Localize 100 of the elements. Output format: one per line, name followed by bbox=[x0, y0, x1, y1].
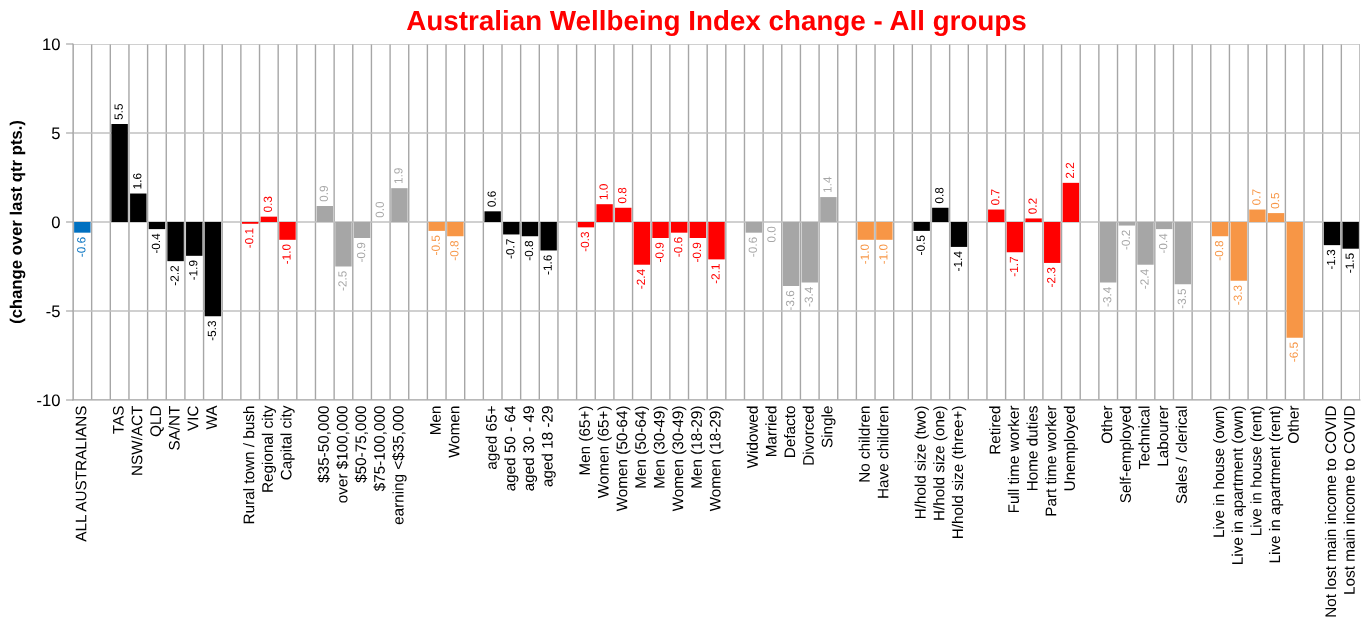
y-tick-label: -10 bbox=[37, 394, 60, 407]
data-label: -3.4 bbox=[1103, 287, 1112, 307]
bar bbox=[876, 222, 893, 240]
y-tick-label: 10 bbox=[43, 38, 60, 51]
x-tick-label: $75-100,000 bbox=[373, 406, 387, 492]
data-label: -0.5 bbox=[916, 235, 925, 255]
data-label: -0.6 bbox=[77, 237, 86, 257]
x-tick-label: Part time worker bbox=[1045, 405, 1057, 516]
bar bbox=[1323, 222, 1341, 246]
data-label: -0.2 bbox=[1121, 230, 1131, 250]
data-label: -0.7 bbox=[506, 239, 515, 259]
x-tick-label: Regional city bbox=[261, 405, 276, 492]
data-label: -5.3 bbox=[207, 321, 217, 341]
data-label: -0.8 bbox=[450, 240, 459, 261]
data-label: 0.7 bbox=[991, 189, 1000, 205]
bar bbox=[484, 211, 501, 222]
bar bbox=[577, 222, 595, 228]
x-tick-label: Men (30-49) bbox=[653, 406, 668, 488]
data-label: -1.3 bbox=[1326, 249, 1336, 270]
x-tick-label: Live in apartment (rent) bbox=[1268, 406, 1284, 563]
bar bbox=[148, 222, 166, 230]
x-tick-label: aged 18 -29 bbox=[541, 406, 556, 487]
x-tick-label: Retired bbox=[989, 406, 1001, 454]
x-tick-label: over $100,000 bbox=[336, 406, 350, 503]
data-label: -0.9 bbox=[655, 242, 664, 262]
data-label: -1.0 bbox=[879, 244, 888, 264]
data-label: -1.4 bbox=[953, 251, 963, 271]
x-tick-label: ALL AUSTRALIANS bbox=[75, 406, 87, 542]
data-label: 0.6 bbox=[487, 191, 496, 207]
x-tick-label: QLD bbox=[150, 406, 164, 437]
y-tick-label: 5 bbox=[51, 127, 60, 140]
x-tick-label: Live in house (own) bbox=[1212, 406, 1228, 537]
x-tick-label: Sales / clerical bbox=[1175, 406, 1187, 504]
x-tick-label: Other bbox=[1101, 405, 1113, 444]
x-tick-label: Have children bbox=[877, 406, 889, 498]
data-label: -0.6 bbox=[674, 237, 683, 257]
x-tick-label: H/hold size (three+) bbox=[951, 406, 967, 539]
x-tick-label: $35-50,000 bbox=[317, 406, 331, 483]
data-label: -1.0 bbox=[860, 244, 869, 264]
x-tick-label: Married bbox=[765, 406, 777, 457]
x-tick-label: Home duties bbox=[1026, 406, 1038, 491]
data-label: -0.4 bbox=[151, 233, 161, 254]
x-tick-label: aged 65+ bbox=[485, 406, 500, 470]
data-label: 0.9 bbox=[319, 185, 328, 202]
data-label: -2.2 bbox=[170, 265, 179, 286]
x-tick-label: Defacto bbox=[784, 406, 796, 457]
bar bbox=[279, 222, 296, 240]
bar bbox=[167, 222, 184, 262]
bar bbox=[521, 222, 539, 237]
x-tick-label: Widowed bbox=[746, 406, 758, 469]
bar bbox=[1230, 222, 1247, 281]
x-tick-label: Lost main income to COVID bbox=[1343, 406, 1355, 594]
bar bbox=[932, 207, 949, 222]
bar bbox=[670, 222, 688, 233]
x-tick-label: H/hold size (one) bbox=[933, 406, 948, 520]
x-tick-label: NSW/ACT bbox=[131, 405, 143, 475]
x-tick-label: Self-employed bbox=[1119, 406, 1134, 503]
y-tick-label: 0 bbox=[51, 216, 60, 229]
bar bbox=[503, 222, 520, 235]
data-label: 0.7 bbox=[1252, 189, 1261, 205]
bar bbox=[913, 222, 930, 231]
data-label: -1.7 bbox=[1009, 257, 1018, 277]
data-label: -2.1 bbox=[711, 264, 720, 284]
x-tick-label: Women (30-49) bbox=[672, 406, 687, 512]
bar bbox=[708, 222, 725, 260]
x-tick-label: VIC bbox=[187, 406, 199, 431]
x-tick-label: WA bbox=[206, 405, 217, 430]
bar bbox=[1044, 222, 1061, 263]
bar bbox=[950, 222, 968, 247]
bar bbox=[1211, 222, 1229, 237]
bar bbox=[857, 222, 874, 240]
y-tick-label: -5 bbox=[46, 305, 60, 318]
x-tick-label: Men bbox=[430, 406, 441, 435]
data-label: -0.9 bbox=[356, 242, 366, 262]
x-tick-label: No children bbox=[858, 406, 870, 482]
x-tick-label: Rural town / bush bbox=[243, 406, 255, 524]
x-tick-label: aged 30 - 49 bbox=[522, 406, 538, 491]
x-tick-label: H/hold size (two) bbox=[914, 406, 929, 519]
x-tick-label: Women (65+) bbox=[597, 406, 612, 499]
data-label: -0.6 bbox=[748, 237, 757, 257]
bar bbox=[1342, 222, 1359, 249]
x-tick-label: Not lost main income to COVID bbox=[1324, 406, 1337, 617]
data-label: -2.4 bbox=[1140, 269, 1149, 289]
x-tick-label: Live in house (rent) bbox=[1250, 406, 1265, 536]
bar bbox=[428, 222, 445, 231]
data-label: -2.3 bbox=[1047, 267, 1056, 287]
bar bbox=[615, 207, 632, 222]
x-tick-label: Technical bbox=[1138, 406, 1150, 469]
bar bbox=[74, 222, 91, 233]
data-label: -2.4 bbox=[636, 269, 645, 289]
data-label: -1.9 bbox=[189, 260, 198, 280]
x-tick-label: aged 50 - 64 bbox=[504, 405, 519, 491]
bar bbox=[540, 222, 557, 251]
x-tick-label: Men (65+) bbox=[578, 406, 594, 475]
x-tick-label: Women bbox=[448, 406, 460, 458]
data-label: -0.4 bbox=[1158, 233, 1168, 254]
x-tick-label: Full time worker bbox=[1007, 405, 1020, 513]
data-label: 1.9 bbox=[394, 168, 403, 184]
x-tick-label: earning <$35,000 bbox=[392, 406, 407, 525]
y-axis-title: (change over last qtr pts.) bbox=[9, 120, 26, 324]
